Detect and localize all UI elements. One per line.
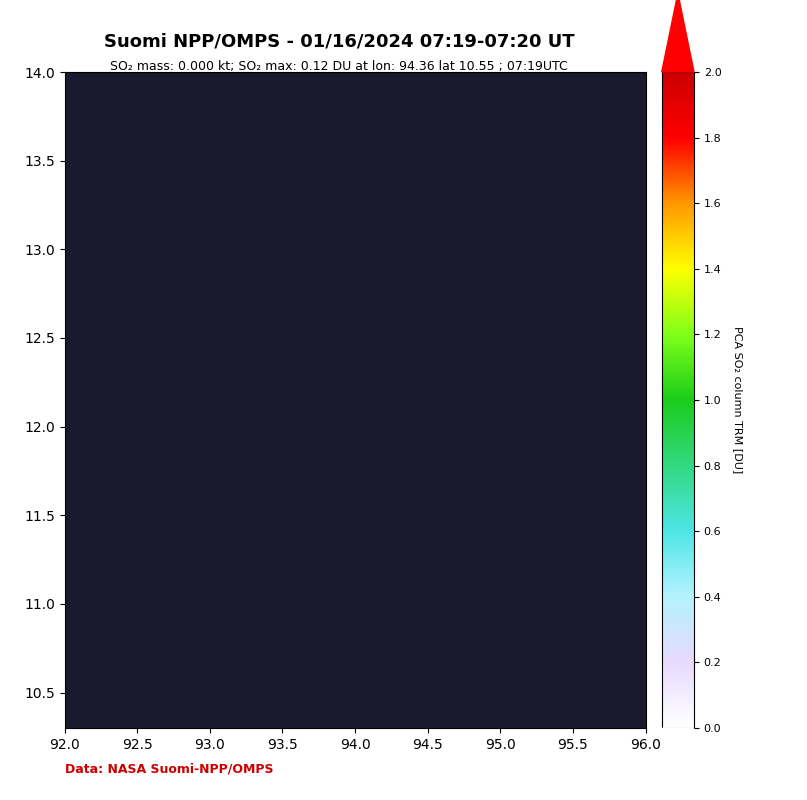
Polygon shape [662,0,694,72]
Text: Data: NASA Suomi-NPP/OMPS: Data: NASA Suomi-NPP/OMPS [65,763,273,776]
Polygon shape [662,728,694,781]
Text: Suomi NPP/OMPS - 01/16/2024 07:19-07:20 UT: Suomi NPP/OMPS - 01/16/2024 07:19-07:20 … [103,32,575,50]
Y-axis label: PCA SO₂ column TRM [DU]: PCA SO₂ column TRM [DU] [733,326,742,474]
Text: SO₂ mass: 0.000 kt; SO₂ max: 0.12 DU at lon: 94.36 lat 10.55 ; 07:19UTC: SO₂ mass: 0.000 kt; SO₂ max: 0.12 DU at … [110,60,568,73]
